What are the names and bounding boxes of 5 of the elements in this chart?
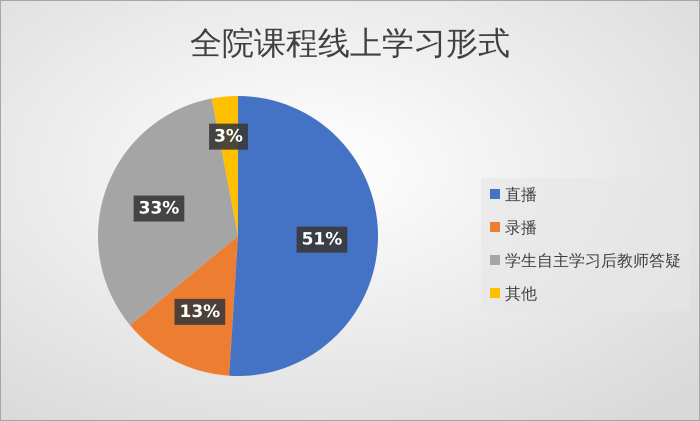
data-label: 13% bbox=[180, 302, 220, 322]
data-label: 33% bbox=[138, 198, 180, 219]
data-label: 51% bbox=[302, 230, 342, 250]
title: 全院课程线上学习形式 bbox=[190, 24, 510, 62]
data-label: 3% bbox=[214, 126, 243, 147]
